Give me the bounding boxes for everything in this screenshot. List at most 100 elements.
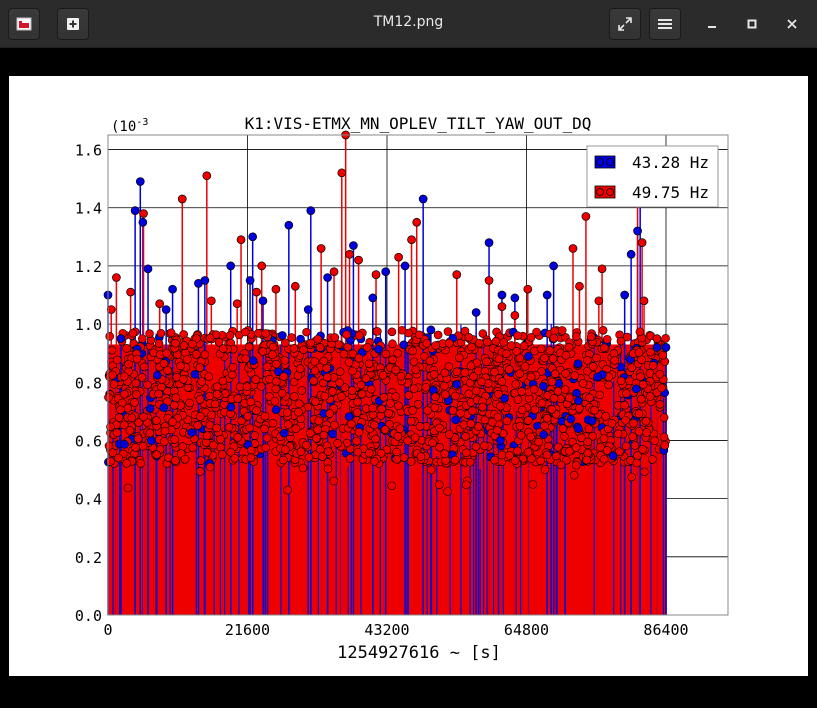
marker-cloud bbox=[468, 406, 477, 416]
marker-43hz bbox=[130, 206, 140, 215]
marker-cloud bbox=[440, 368, 450, 378]
minimize-button[interactable] bbox=[700, 12, 724, 36]
new-tab-button[interactable] bbox=[57, 8, 89, 40]
marker-cloud bbox=[650, 436, 659, 446]
marker-49hz bbox=[106, 305, 116, 314]
image-viewer-app-icon[interactable] bbox=[8, 8, 40, 40]
marker-cloud bbox=[557, 326, 567, 335]
marker-cloud bbox=[138, 441, 148, 451]
maximize-button[interactable] bbox=[740, 12, 764, 36]
marker-cloud bbox=[290, 392, 299, 401]
marker-cloud bbox=[493, 425, 502, 435]
marker-49hz bbox=[232, 299, 242, 309]
marker-cloud bbox=[602, 446, 612, 455]
marker-cloud bbox=[493, 412, 503, 422]
marker-cloud bbox=[323, 447, 333, 456]
marker-cloud bbox=[388, 355, 397, 365]
marker-cloud bbox=[187, 428, 197, 437]
marker-cloud bbox=[225, 330, 235, 340]
marker-cloud bbox=[386, 399, 395, 408]
marker-cloud bbox=[252, 406, 261, 415]
marker-cloud bbox=[313, 425, 323, 435]
marker-43hz bbox=[418, 194, 428, 204]
marker-cloud bbox=[278, 331, 287, 340]
y-multiplier-label: (10-3 bbox=[111, 117, 148, 135]
marker-cloud bbox=[356, 380, 366, 390]
marker-49hz bbox=[354, 255, 363, 265]
marker-cloud bbox=[410, 433, 420, 442]
marker-cloud bbox=[160, 426, 170, 436]
marker-cloud bbox=[265, 392, 274, 401]
marker-cloud bbox=[279, 428, 289, 438]
y-tick-label: 0.6 bbox=[75, 432, 102, 450]
marker-49hz bbox=[316, 244, 326, 253]
marker-cloud bbox=[217, 450, 227, 459]
y-tick-label: 0.0 bbox=[75, 607, 102, 625]
marker-cloud bbox=[335, 367, 345, 377]
marker-cloud bbox=[598, 325, 608, 335]
marker-cloud bbox=[246, 446, 256, 455]
legend-label-43hz: 43.28 Hz bbox=[632, 153, 709, 172]
marker-43hz bbox=[542, 290, 552, 300]
marker-cloud bbox=[325, 409, 335, 418]
marker-cloud bbox=[125, 426, 135, 435]
marker-49hz bbox=[639, 296, 649, 306]
marker-cloud bbox=[657, 383, 666, 393]
marker-cloud bbox=[209, 440, 218, 450]
marker-cloud bbox=[415, 422, 425, 431]
marker-cloud bbox=[108, 448, 117, 458]
marker-cloud bbox=[501, 349, 511, 359]
scatter-chart: K1:VIS-ETMX_MN_OPLEV_TILT_YAW_OUT_DQ (10… bbox=[75, 114, 729, 663]
fullscreen-button[interactable] bbox=[609, 8, 641, 40]
marker-outlier bbox=[171, 456, 180, 465]
marker-cloud bbox=[170, 435, 179, 444]
marker-cloud bbox=[289, 344, 299, 353]
marker-outlier bbox=[465, 457, 475, 467]
marker-cloud bbox=[536, 344, 546, 353]
marker-43hz bbox=[497, 290, 507, 300]
marker-cloud bbox=[116, 405, 125, 415]
marker-cloud bbox=[583, 437, 592, 447]
marker-49hz bbox=[371, 270, 381, 279]
marker-cloud bbox=[435, 423, 444, 433]
marker-49hz bbox=[252, 287, 261, 297]
marker-cloud bbox=[462, 448, 471, 458]
close-button[interactable] bbox=[780, 12, 804, 36]
marker-cloud bbox=[233, 394, 243, 403]
marker-cloud bbox=[374, 345, 383, 354]
marker-cloud bbox=[279, 372, 289, 381]
marker-outlier bbox=[571, 460, 581, 470]
menu-button[interactable] bbox=[649, 8, 681, 40]
marker-cloud bbox=[373, 327, 382, 336]
marker-43hz bbox=[168, 284, 177, 294]
marker-cloud bbox=[553, 442, 563, 452]
marker-cloud bbox=[523, 447, 533, 457]
marker-cloud bbox=[306, 338, 316, 348]
marker-cloud bbox=[564, 393, 574, 403]
marker-cloud bbox=[131, 378, 141, 388]
marker-cloud bbox=[246, 453, 256, 463]
marker-49hz bbox=[594, 296, 604, 306]
marker-43hz bbox=[303, 305, 313, 314]
y-tick-label: 0.8 bbox=[75, 374, 102, 392]
marker-outlier bbox=[196, 456, 206, 465]
marker-cloud bbox=[623, 332, 632, 342]
marker-cloud bbox=[137, 373, 147, 382]
marker-cloud bbox=[659, 413, 669, 422]
marker-49hz bbox=[407, 235, 416, 245]
marker-cloud bbox=[406, 416, 416, 426]
marker-cloud bbox=[143, 380, 152, 390]
marker-cloud bbox=[539, 381, 548, 391]
marker-cloud bbox=[131, 443, 140, 452]
marker-cloud bbox=[297, 386, 307, 395]
marker-cloud bbox=[574, 396, 583, 406]
marker-cloud bbox=[440, 449, 450, 459]
marker-cloud bbox=[480, 441, 489, 451]
marker-cloud bbox=[572, 332, 581, 341]
marker-cloud bbox=[648, 455, 657, 464]
marker-cloud bbox=[634, 427, 644, 436]
marker-cloud bbox=[319, 430, 329, 440]
marker-cloud bbox=[560, 432, 569, 441]
marker-43hz bbox=[381, 267, 391, 277]
x-tick-label: 86400 bbox=[643, 621, 688, 639]
